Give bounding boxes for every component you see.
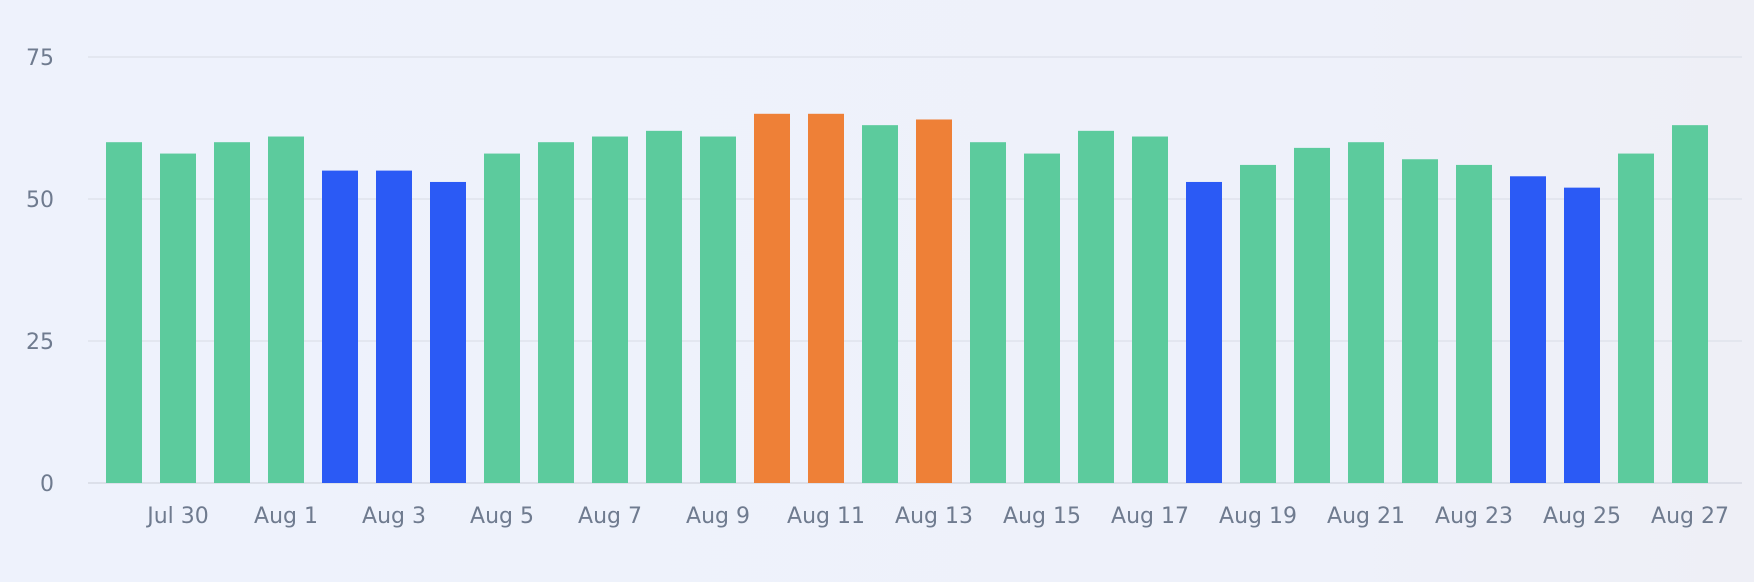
- bar[interactable]: [1672, 125, 1708, 483]
- x-tick-label: Aug 3: [362, 504, 426, 529]
- bar[interactable]: [484, 153, 520, 483]
- x-tick-label: Aug 27: [1651, 504, 1729, 529]
- x-tick-label: Aug 21: [1327, 504, 1405, 529]
- bar[interactable]: [916, 119, 952, 483]
- bar[interactable]: [1240, 164, 1276, 484]
- y-tick-label: 50: [26, 188, 54, 213]
- bar[interactable]: [1402, 159, 1438, 484]
- y-tick-label: 0: [40, 472, 54, 497]
- bar[interactable]: [754, 113, 790, 484]
- x-axis: Jul 30 Aug 1 Aug 3 Aug 5 Aug 7 Aug 9 Aug 11 Aug…: [145, 504, 1729, 529]
- x-tick-label: Aug 17: [1111, 504, 1189, 529]
- bar[interactable]: [1132, 136, 1168, 483]
- x-tick-label: Aug 7: [578, 504, 642, 529]
- x-tick-label: Aug 25: [1543, 504, 1621, 529]
- bar[interactable]: [970, 142, 1006, 483]
- x-tick-label: Aug 13: [895, 504, 973, 529]
- x-tick-label: Aug 23: [1435, 504, 1513, 529]
- x-tick-label: Aug 9: [686, 504, 750, 529]
- x-tick-label: Aug 15: [1003, 504, 1081, 529]
- bar[interactable]: [1294, 147, 1330, 483]
- bar[interactable]: [322, 170, 358, 483]
- bar[interactable]: [1186, 181, 1222, 483]
- x-tick-label: Aug 11: [787, 504, 865, 529]
- bar[interactable]: [1618, 153, 1654, 483]
- x-tick-label: Aug 19: [1219, 504, 1297, 529]
- bar[interactable]: [1510, 176, 1546, 483]
- x-tick-label: Aug 5: [470, 504, 534, 529]
- y-axis: 0 25 50 75: [26, 46, 54, 497]
- x-tick-label: Aug 1: [254, 504, 318, 529]
- bar[interactable]: [862, 125, 898, 483]
- bar[interactable]: [1024, 153, 1060, 483]
- bar[interactable]: [1348, 142, 1384, 483]
- bar[interactable]: [646, 130, 682, 483]
- bar[interactable]: [1078, 130, 1114, 483]
- y-tick-label: 25: [26, 330, 54, 355]
- bars: [106, 113, 1708, 484]
- x-tick-label: Jul 30: [145, 504, 209, 529]
- bar[interactable]: [700, 136, 736, 483]
- bar[interactable]: [592, 136, 628, 483]
- bar[interactable]: [106, 142, 142, 483]
- y-tick-label: 75: [26, 46, 54, 71]
- bar[interactable]: [1456, 164, 1492, 484]
- bar[interactable]: [430, 181, 466, 483]
- bar[interactable]: [268, 136, 304, 483]
- bar[interactable]: [808, 113, 844, 484]
- bar[interactable]: [214, 142, 250, 483]
- bar[interactable]: [376, 170, 412, 483]
- bar[interactable]: [1564, 187, 1600, 483]
- bar[interactable]: [538, 142, 574, 483]
- bar[interactable]: [160, 153, 196, 483]
